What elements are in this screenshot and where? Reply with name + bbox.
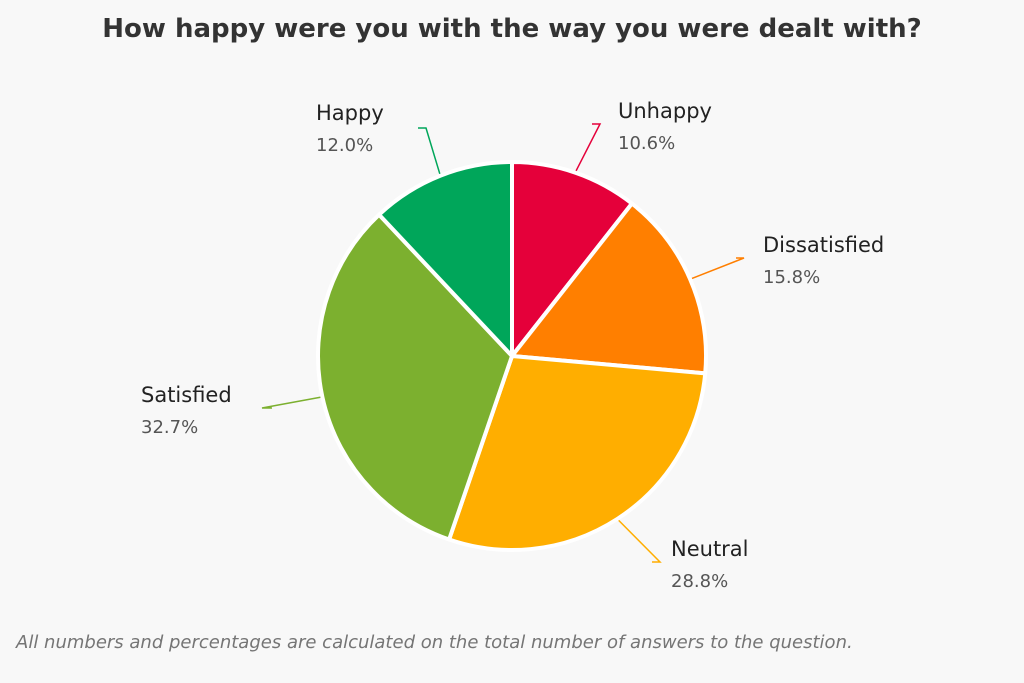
slice-value-happy: 12.0% (316, 135, 373, 156)
pie-slice-dissatisfied (510, 201, 708, 376)
slice-value-neutral: 28.8% (671, 571, 728, 592)
slice-label-satisfied: Satisfied (141, 383, 232, 407)
leader-line-satisfied (261, 396, 321, 409)
chart-title: How happy were you with the way you were… (102, 14, 922, 44)
leader-line-neutral (618, 519, 662, 563)
slice-label-dissatisfied: Dissatisfied (763, 233, 884, 257)
slice-label-neutral: Neutral (671, 537, 749, 561)
pie-slice-satisfied (316, 212, 514, 542)
pie-slice-unhappy (510, 160, 634, 358)
slice-label-happy: Happy (316, 101, 384, 125)
pie-slice-happy (377, 160, 514, 358)
footnote: All numbers and percentages are calculat… (16, 632, 853, 653)
leader-line-unhappy (575, 123, 602, 172)
slice-label-unhappy: Unhappy (618, 99, 712, 123)
slice-value-satisfied: 32.7% (141, 417, 198, 438)
slice-value-dissatisfied: 15.8% (763, 267, 820, 288)
leader-line-dissatisfied (691, 257, 745, 280)
pie-slice-neutral (447, 354, 708, 552)
slice-value-unhappy: 10.6% (618, 133, 675, 154)
leader-line-happy (418, 127, 441, 175)
